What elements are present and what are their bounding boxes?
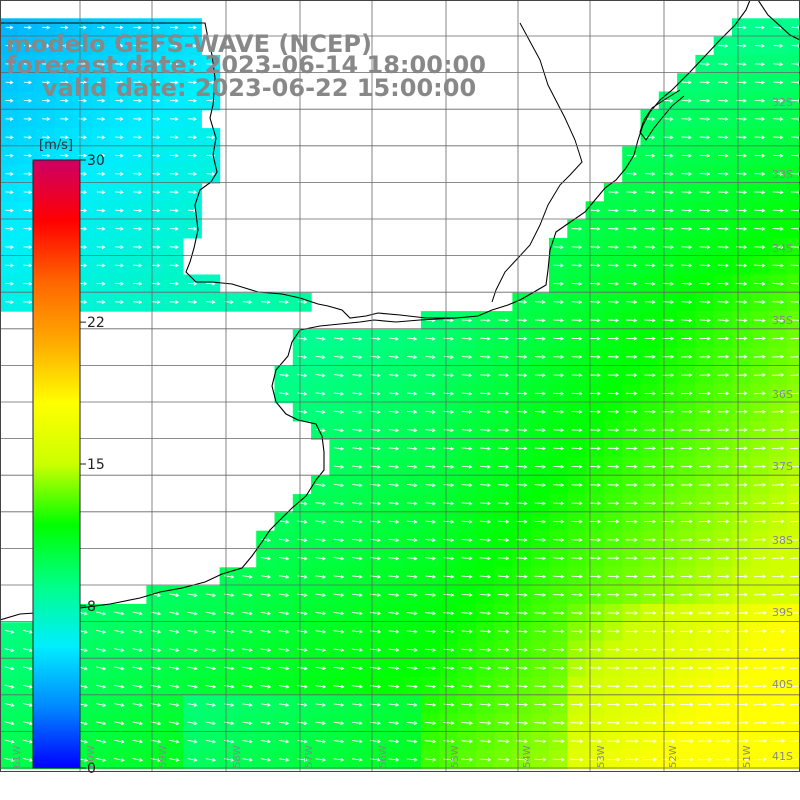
- coast-south: [0, 317, 457, 621]
- latitude-label: 40S: [772, 678, 793, 691]
- colorbar: [m/s] 30 22 15 8 0: [32, 138, 105, 777]
- latitude-label: 35S: [772, 314, 793, 327]
- longitude-label: 52W: [668, 745, 679, 768]
- coastline: [0, 0, 800, 621]
- latitude-label: 38S: [772, 534, 793, 547]
- latitude-label: 32S: [772, 96, 793, 109]
- lat-lon-grid: [0, 0, 800, 772]
- latitude-label: 33S: [772, 168, 793, 181]
- lagoon-inlet: [639, 89, 685, 141]
- colorbar-tick-label: 8: [87, 599, 96, 615]
- longitude-label: 56W: [378, 745, 389, 768]
- latitude-label: 34S: [772, 242, 793, 255]
- model-title: modelo GEFS-WAVE (NCEP): [6, 30, 372, 58]
- colorbar-unit: [m/s]: [39, 138, 73, 153]
- latitude-label: 39S: [772, 606, 793, 619]
- longitude-label: 51W: [742, 745, 753, 768]
- lagoon-shore: [491, 22, 583, 303]
- longitude-label: 55W: [450, 745, 461, 768]
- forecast-date: forecast date: 2023-06-14 18:00:00: [6, 51, 486, 79]
- colorbar-tick-label: 22: [87, 315, 105, 331]
- valid-date: valid date: 2023-06-22 15:00:00: [42, 74, 477, 102]
- latitude-label: 37S: [772, 460, 793, 473]
- longitude-label: 54W: [522, 745, 533, 768]
- longitude-label: 58W: [232, 745, 243, 768]
- colorbar-tick-label: 15: [87, 457, 105, 473]
- colorbar-tick-label: 30: [87, 153, 105, 169]
- latitude-label: 36S: [772, 388, 793, 401]
- longitude-label: 61W: [12, 745, 23, 768]
- longitude-label: 53W: [596, 745, 607, 768]
- longitude-label: 57W: [304, 745, 315, 768]
- longitude-labels: 61W 60W 59W 58W 57W 56W 55W 54W 53W 52W 51W: [12, 745, 753, 768]
- colorbar-ticks: 30 22 15 8 0: [80, 153, 105, 777]
- latitude-labels: 32S 33S 34S 35S 36S 37S 38S 39S 40S 41S: [772, 96, 793, 763]
- colorbar-scale: [32, 159, 81, 769]
- longitude-label: 60W: [86, 745, 97, 768]
- longitude-label: 59W: [158, 745, 169, 768]
- colorbar-tick-label: 0: [87, 761, 96, 777]
- latitude-label: 41S: [772, 750, 793, 763]
